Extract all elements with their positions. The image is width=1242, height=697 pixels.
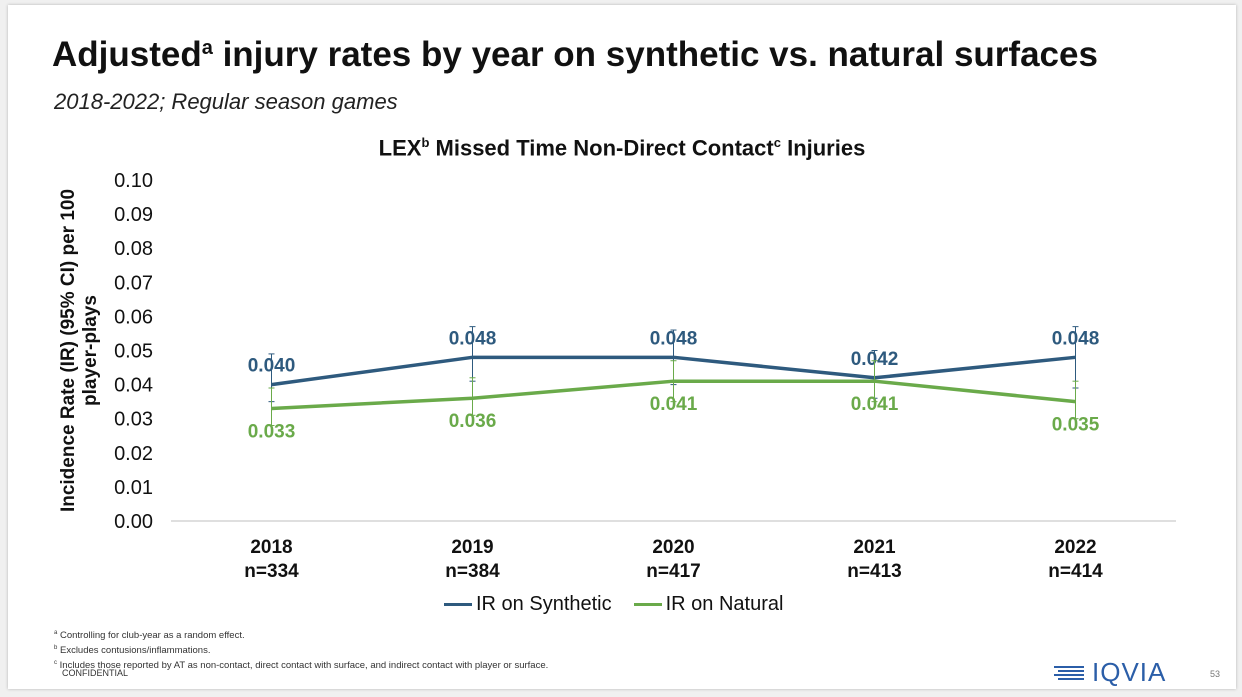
- x-tick-sublabel: n=413: [847, 561, 901, 582]
- legend-label-synthetic: IR on Synthetic: [476, 593, 612, 615]
- footnote-c: c Includes those reported by AT as non-c…: [54, 660, 549, 672]
- y-axis-label: Incidence Rate (IR) (95% CI) per 100play…: [58, 189, 101, 512]
- confidential-label: CONFIDENTIAL: [62, 668, 129, 678]
- y-tick-label: 0.01: [114, 477, 153, 499]
- page-number: 53: [1210, 669, 1221, 679]
- legend-label-natural: IR on Natural: [665, 593, 784, 615]
- line-chart: 0.00 0.01 0.02 0.03 0.04 0.05 0.06 0.07 0.08 0.09…: [58, 170, 1176, 582]
- series-line-synthetic: [271, 355, 1076, 387]
- y-tick-label: 0.09: [114, 204, 153, 226]
- x-tick-label: 2022: [1054, 537, 1096, 558]
- iqvia-logo-text: IQVIA: [1092, 657, 1167, 687]
- data-label: 0.048: [449, 328, 497, 349]
- x-tick-label: 2019: [451, 537, 493, 558]
- y-tick-label: 0.10: [114, 170, 153, 192]
- x-tick-label: 2018: [250, 537, 292, 558]
- x-tick-label: 2020: [652, 537, 694, 558]
- data-label: 0.042: [851, 349, 899, 370]
- y-tick-label: 0.00: [114, 511, 153, 533]
- legend-swatch-natural: [633, 603, 662, 606]
- data-label: 0.040: [248, 356, 296, 377]
- data-label: 0.048: [1052, 328, 1100, 349]
- y-tick-label: 0.07: [114, 272, 153, 294]
- y-tick-label: 0.06: [114, 306, 153, 328]
- footnote-b: b Excludes contusions/inflammations.: [54, 645, 211, 657]
- y-tick-label: 0.03: [114, 409, 153, 431]
- iqvia-logo: IQVIA: [1054, 657, 1166, 688]
- x-tick-label: 2021: [853, 537, 896, 558]
- y-tick-label: 0.05: [114, 341, 153, 363]
- data-label: 0.036: [449, 411, 497, 432]
- x-tick-sublabel: n=414: [1048, 561, 1103, 582]
- series-line-natural: [271, 379, 1076, 411]
- y-tick-label: 0.04: [114, 375, 153, 397]
- slide: Adjusteda injury rates by year on synthe…: [8, 5, 1236, 689]
- footnote-a: a Controlling for club-year as a random …: [54, 630, 245, 642]
- x-tick-sublabel: n=417: [646, 561, 700, 582]
- data-label: 0.048: [650, 328, 698, 349]
- data-label: 0.041: [851, 394, 899, 415]
- iqvia-logo-mark-icon: [1054, 665, 1084, 680]
- data-label: 0.041: [650, 394, 698, 415]
- legend-item-natural: IR on Natural: [633, 593, 784, 616]
- slide-subtitle: 2018-2022; Regular season games: [54, 89, 398, 114]
- slide-title: Adjusteda injury rates by year on synthe…: [52, 35, 1098, 74]
- data-label: 0.033: [248, 421, 296, 442]
- y-tick-label: 0.02: [114, 443, 153, 465]
- x-tick-sublabel: n=384: [445, 561, 500, 582]
- footnotes: a Controlling for club-year as a random …: [54, 627, 548, 672]
- y-tick-label: 0.08: [114, 238, 153, 260]
- chart-legend: IR on Synthetic IR on Natural: [444, 593, 783, 616]
- x-tick-sublabel: n=334: [244, 561, 299, 582]
- chart-title: LEXb Missed Time Non-Direct Contactc Inj…: [378, 135, 866, 161]
- data-label: 0.035: [1052, 415, 1100, 436]
- legend-item-synthetic: IR on Synthetic: [444, 593, 612, 616]
- legend-swatch-synthetic: [444, 603, 472, 606]
